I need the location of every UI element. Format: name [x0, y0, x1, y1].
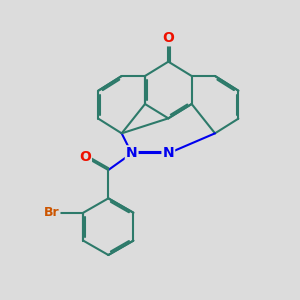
Text: N: N [163, 146, 174, 160]
Text: O: O [162, 31, 174, 45]
Text: N: N [126, 146, 137, 160]
Text: O: O [79, 150, 91, 164]
Text: Br: Br [44, 206, 59, 219]
